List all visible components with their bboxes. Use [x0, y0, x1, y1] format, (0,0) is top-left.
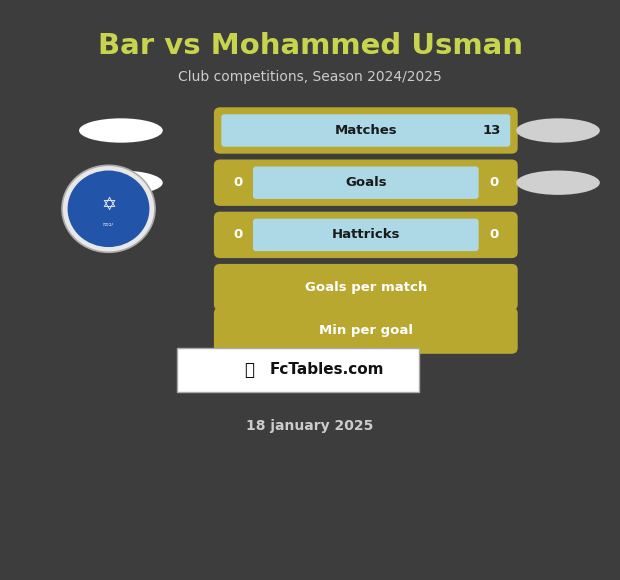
- FancyBboxPatch shape: [214, 107, 518, 154]
- Text: ✡: ✡: [101, 195, 116, 213]
- Text: Min per goal: Min per goal: [319, 324, 413, 337]
- FancyBboxPatch shape: [221, 114, 510, 147]
- FancyBboxPatch shape: [253, 166, 479, 199]
- Text: Bar vs Mohammed Usman: Bar vs Mohammed Usman: [97, 32, 523, 60]
- Circle shape: [62, 165, 155, 252]
- Text: 0: 0: [234, 229, 242, 241]
- Ellipse shape: [516, 118, 600, 143]
- Text: 13: 13: [482, 124, 501, 137]
- Circle shape: [68, 171, 149, 247]
- Text: Club competitions, Season 2024/2025: Club competitions, Season 2024/2025: [178, 70, 442, 84]
- Text: FcTables.com: FcTables.com: [269, 362, 384, 377]
- FancyBboxPatch shape: [253, 219, 479, 251]
- Ellipse shape: [79, 171, 162, 195]
- FancyBboxPatch shape: [177, 348, 418, 392]
- FancyBboxPatch shape: [214, 264, 518, 310]
- Text: 📊: 📊: [244, 361, 254, 379]
- FancyBboxPatch shape: [214, 307, 518, 354]
- Text: 0: 0: [489, 229, 498, 241]
- Text: Hattricks: Hattricks: [332, 229, 400, 241]
- Text: מכבי: מכבי: [103, 222, 114, 227]
- Text: 18 january 2025: 18 january 2025: [246, 419, 374, 433]
- Text: 0: 0: [489, 176, 498, 189]
- Ellipse shape: [516, 171, 600, 195]
- FancyBboxPatch shape: [214, 160, 518, 206]
- Text: Matches: Matches: [334, 124, 397, 137]
- Text: Goals: Goals: [345, 176, 387, 189]
- Text: Goals per match: Goals per match: [304, 281, 427, 293]
- Text: 0: 0: [234, 176, 242, 189]
- FancyBboxPatch shape: [214, 212, 518, 258]
- Ellipse shape: [79, 118, 162, 143]
